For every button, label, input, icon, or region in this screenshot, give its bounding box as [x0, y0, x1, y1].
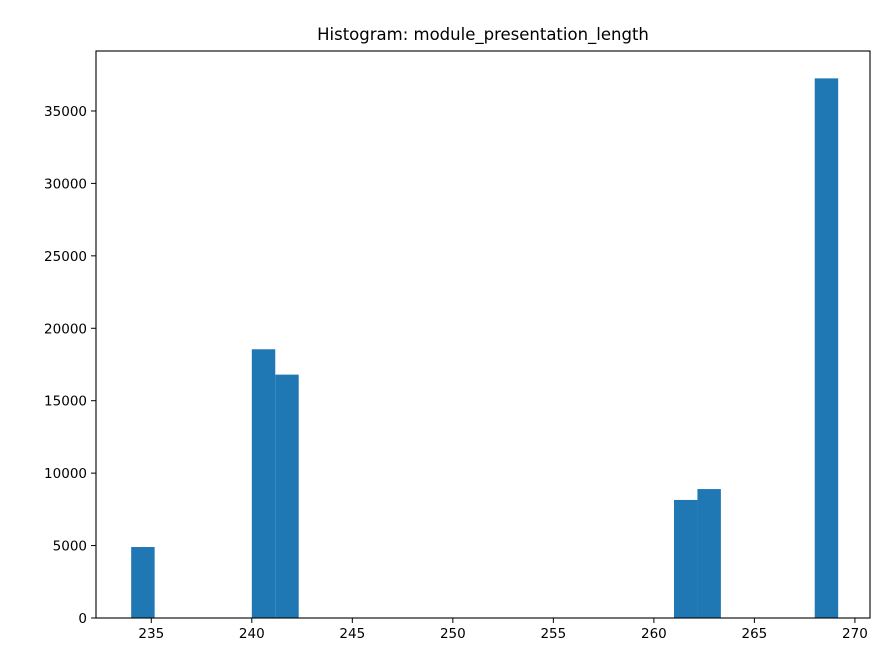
- x-tick-label: 270: [842, 626, 868, 642]
- y-tick-label: 15000: [44, 394, 87, 410]
- x-axis-ticks: 235 240 245 250 255 260 265 270: [138, 618, 868, 642]
- bars-group: [131, 78, 839, 618]
- y-tick-label: 0: [78, 611, 87, 627]
- x-tick-label: 265: [742, 626, 768, 642]
- histogram-bar-2: [275, 374, 299, 618]
- x-tick-label: 255: [540, 626, 566, 642]
- histogram-bar-0: [131, 547, 155, 618]
- y-tick-label: 35000: [44, 104, 87, 120]
- y-tick-label: 25000: [44, 249, 87, 265]
- x-tick-label: 245: [339, 626, 365, 642]
- histogram-bar-4: [697, 489, 721, 618]
- y-tick-label: 10000: [44, 466, 87, 482]
- histogram-bar-1: [251, 349, 276, 618]
- histogram-bar-5: [814, 78, 839, 618]
- x-tick-label: 240: [239, 626, 265, 642]
- y-tick-label: 30000: [44, 176, 87, 192]
- plot-frame: [95, 50, 871, 619]
- y-axis-ticks: 0 5000 10000 15000 20000 25000 30000 35000: [44, 104, 96, 627]
- histogram-bar-3: [673, 499, 698, 618]
- y-tick-label: 20000: [44, 321, 87, 337]
- y-tick-label: 5000: [53, 539, 87, 555]
- x-tick-label: 235: [138, 626, 164, 642]
- x-tick-label: 250: [440, 626, 466, 642]
- x-tick-label: 260: [641, 626, 667, 642]
- chart-title: Histogram: module_presentation_length: [317, 25, 649, 45]
